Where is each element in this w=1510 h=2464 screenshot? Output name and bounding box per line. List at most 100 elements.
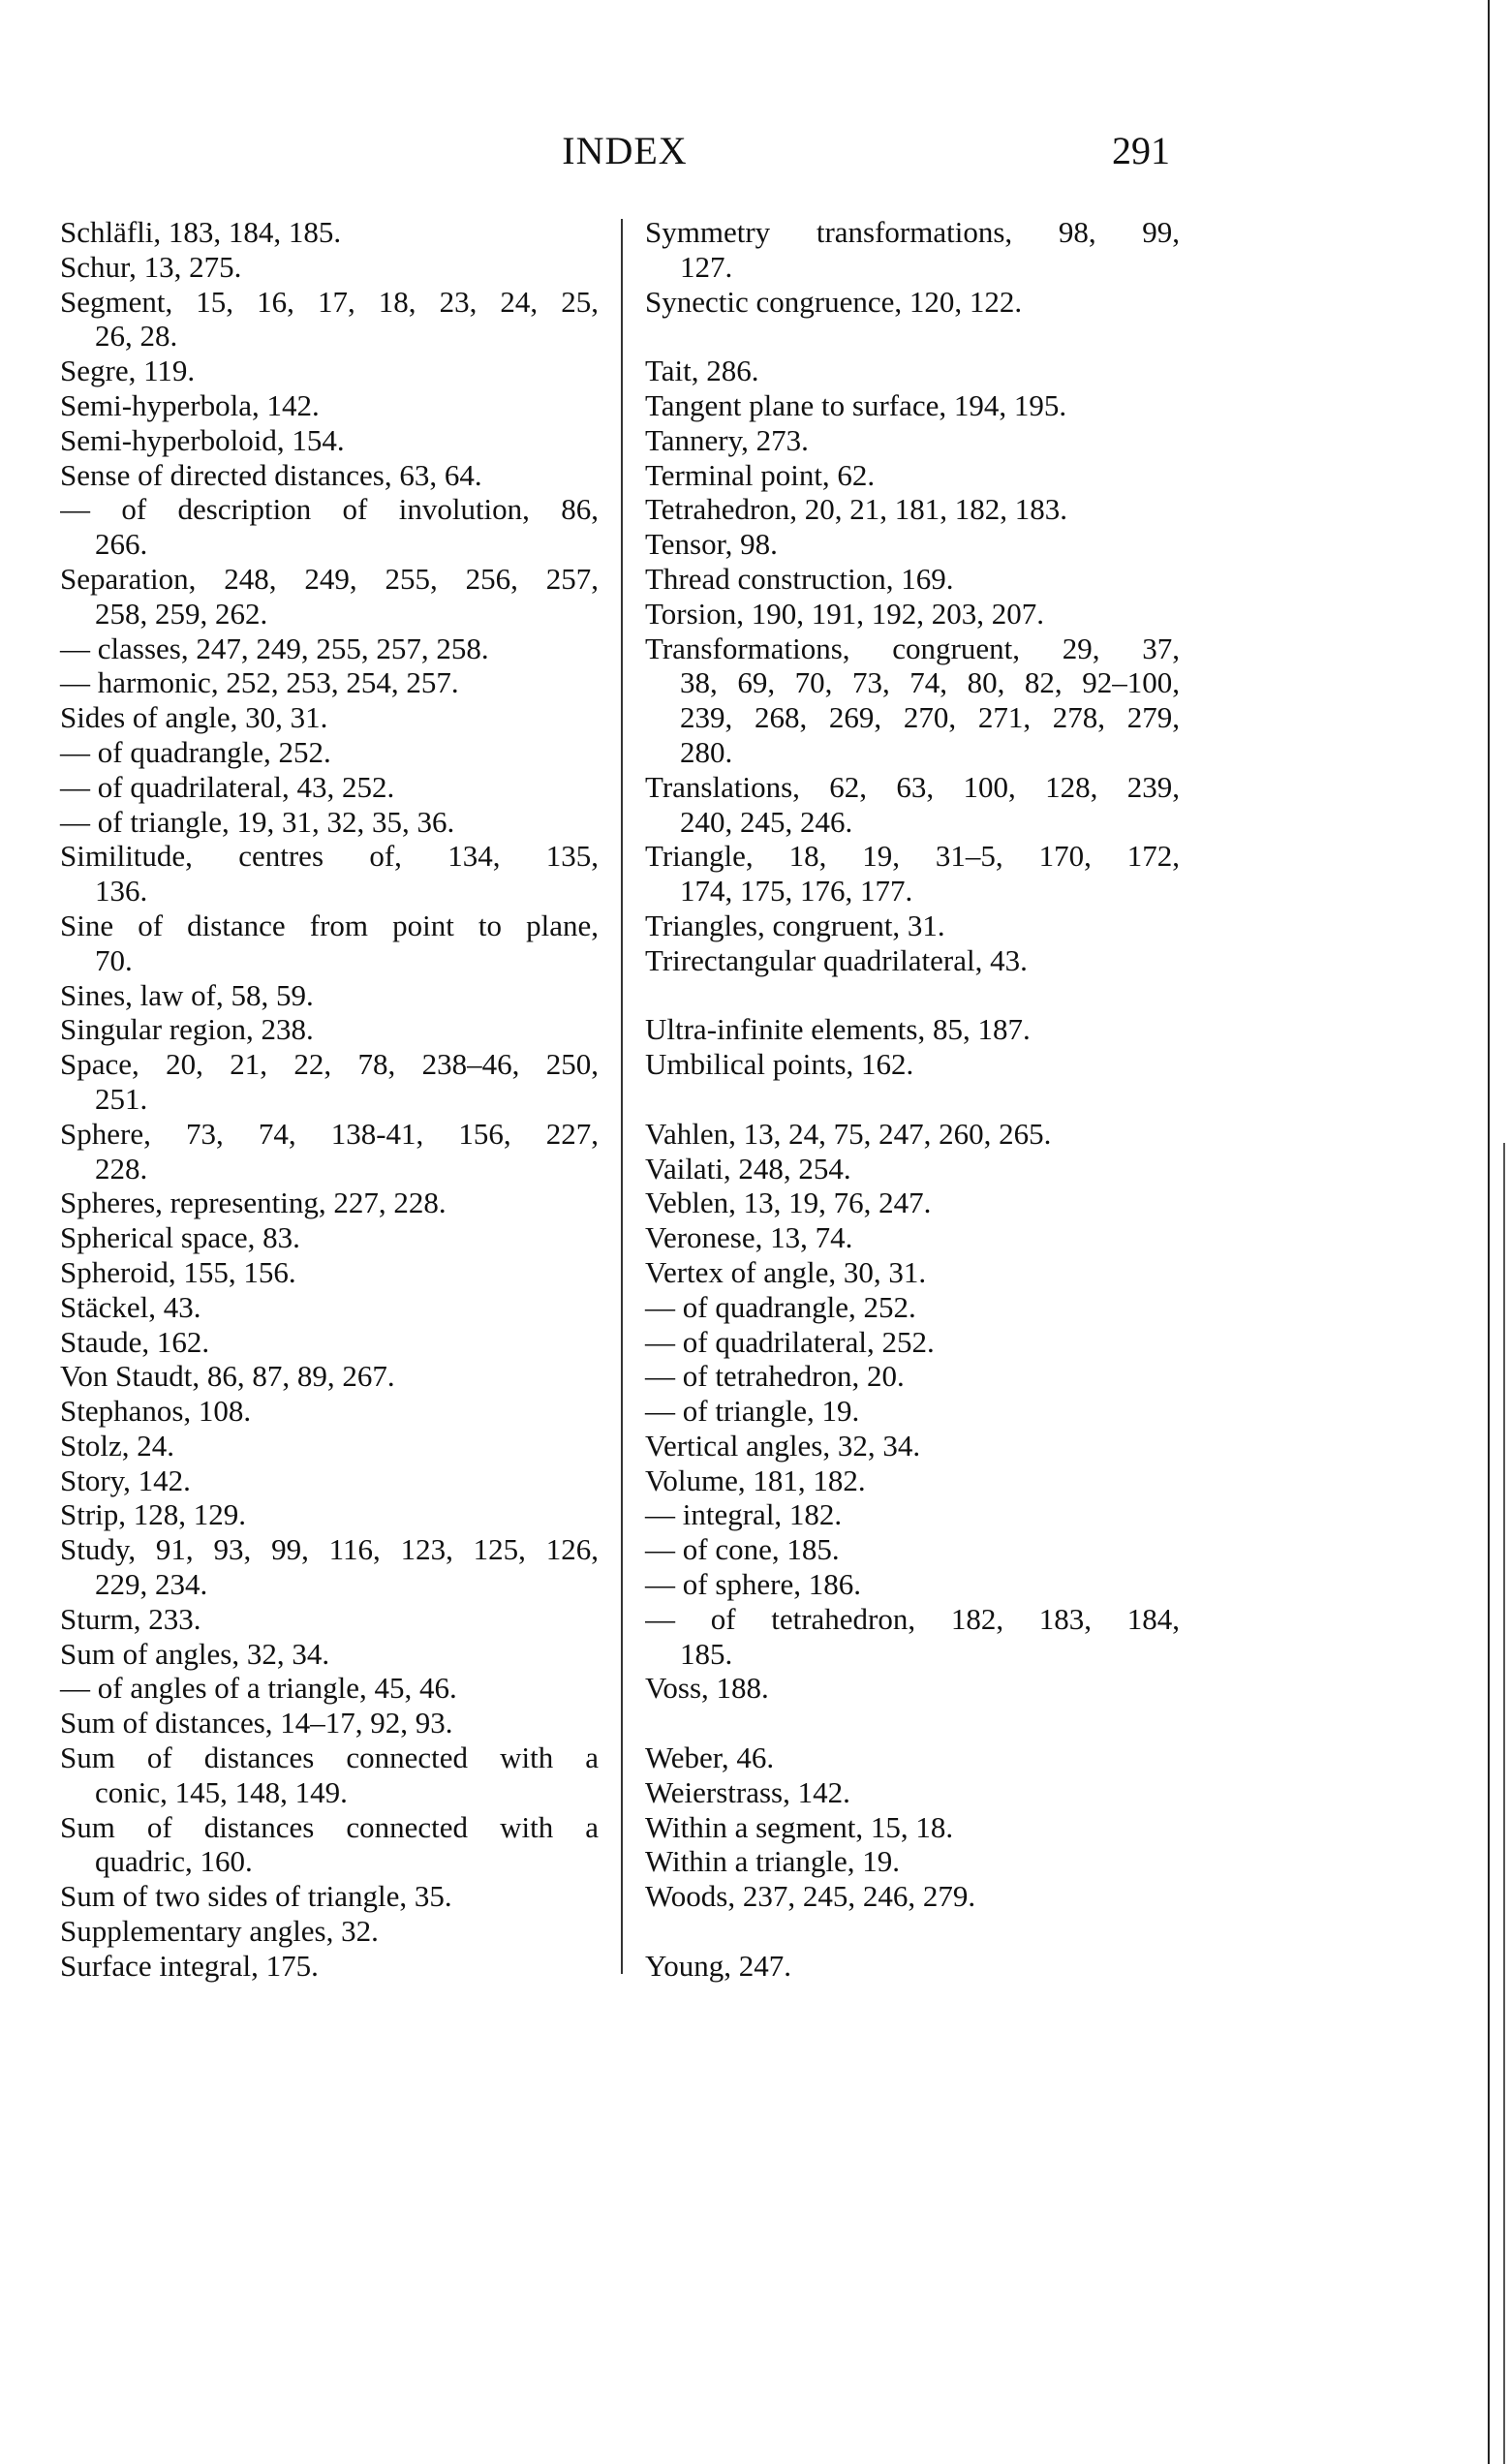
index-entry: Segment, 15, 16, 17, 18, 23, 24, 25, 26, … bbox=[60, 285, 599, 354]
index-entry-text: Sum of distances connected with a bbox=[60, 1809, 599, 1844]
index-entry: Triangles, congruent, 31. bbox=[645, 909, 1180, 943]
index-entry-text: Tannery, 273. bbox=[645, 422, 809, 457]
index-entry: Torsion, 190, 191, 192, 203, 207. bbox=[645, 597, 1180, 631]
index-entry-text: Von Staudt, 86, 87, 89, 267. bbox=[60, 1359, 395, 1394]
index-entry-text: Semi-hyperboloid, 154. bbox=[60, 422, 345, 457]
index-entry: — of tetrahedron, 182, 183, 184, 185. bbox=[645, 1602, 1180, 1672]
column-divider bbox=[621, 219, 623, 1974]
index-entry-continuation: quadric, 160. bbox=[95, 1844, 253, 1879]
index-entry-text: Veronese, 13, 74. bbox=[645, 1220, 853, 1255]
index-entry-text: Sum of distances, 14–17, 92, 93. bbox=[60, 1706, 453, 1740]
index-entry: Spheres, representing, 227, 228. bbox=[60, 1186, 599, 1220]
index-entry: — classes, 247, 249, 255, 257, 258. bbox=[60, 631, 599, 666]
index-entry: Weber, 46. bbox=[645, 1740, 1180, 1775]
index-entry-text: Sum of distances connected with a bbox=[60, 1740, 599, 1775]
section-gap bbox=[645, 1706, 1180, 1740]
index-entry: Vertex of angle, 30, 31. bbox=[645, 1255, 1180, 1290]
index-entry: Von Staudt, 86, 87, 89, 267. bbox=[60, 1359, 599, 1394]
index-entry: Within a triangle, 19. bbox=[645, 1844, 1180, 1879]
index-entry-text: Vertex of angle, 30, 31. bbox=[645, 1254, 927, 1289]
index-entry-text: Triangle, 18, 19, 31–5, 170, 172, bbox=[645, 839, 1180, 874]
index-entry: — harmonic, 252, 253, 254, 257. bbox=[60, 665, 599, 700]
index-entry: Stephanos, 108. bbox=[60, 1394, 599, 1429]
index-entry-text: Tensor, 98. bbox=[645, 527, 778, 562]
index-entry-text: Singular region, 238. bbox=[60, 1012, 314, 1047]
page-edge-line bbox=[1503, 1143, 1505, 2464]
index-entry-text: Synectic congruence, 120, 122. bbox=[645, 284, 1023, 319]
index-entry-text: Tetrahedron, 20, 21, 181, 182, 183. bbox=[645, 492, 1068, 527]
index-entry: Stäckel, 43. bbox=[60, 1290, 599, 1325]
index-entry-continuation: 258, 259, 262. bbox=[95, 596, 268, 631]
index-entry: Translations, 62, 63, 100, 128, 239, 240,… bbox=[645, 770, 1180, 840]
index-entry: Tangent plane to surface, 194, 195. bbox=[645, 388, 1180, 423]
index-entry-text: — of sphere, 186. bbox=[645, 1567, 861, 1602]
index-entry: — of quadrilateral, 43, 252. bbox=[60, 770, 599, 805]
index-entry-continuation: 251. bbox=[95, 1081, 148, 1116]
index-entry-text: Segment, 15, 16, 17, 18, 23, 24, 25, bbox=[60, 284, 599, 319]
index-entry: — of quadrangle, 252. bbox=[645, 1290, 1180, 1325]
index-entry: Spheroid, 155, 156. bbox=[60, 1255, 599, 1290]
index-entry-continuation: 240, 245, 246. bbox=[680, 804, 853, 839]
index-column-left: Schläfli, 183, 184, 185. Schur, 13, 275. S… bbox=[60, 215, 599, 1984]
index-entry: Sum of two sides of triangle, 35. bbox=[60, 1879, 599, 1914]
index-entry: Supplementary angles, 32. bbox=[60, 1914, 599, 1949]
index-entry: Thread construction, 169. bbox=[645, 562, 1180, 597]
index-entry-continuation: 174, 175, 176, 177. bbox=[680, 874, 913, 909]
index-entry-text: Voss, 188. bbox=[645, 1671, 769, 1706]
index-entry-text: Within a segment, 15, 18. bbox=[645, 1809, 954, 1844]
index-entry: Vailati, 248, 254. bbox=[645, 1152, 1180, 1186]
index-entry: Semi-hyperbola, 142. bbox=[60, 388, 599, 423]
index-entry-continuation: 136. bbox=[95, 874, 148, 909]
index-entry: Sines, law of, 58, 59. bbox=[60, 978, 599, 1013]
section-gap bbox=[645, 978, 1180, 1013]
index-entry-text: — harmonic, 252, 253, 254, 257. bbox=[60, 665, 459, 700]
index-entry: Tensor, 98. bbox=[645, 527, 1180, 562]
index-entry: — of quadrilateral, 252. bbox=[645, 1325, 1180, 1360]
index-entry: Umbilical points, 162. bbox=[645, 1047, 1180, 1082]
index-entry-text: Weierstrass, 142. bbox=[645, 1774, 850, 1809]
index-entry-text: Tait, 286. bbox=[645, 354, 759, 388]
index-entry-text: — of tetrahedron, 20. bbox=[645, 1359, 905, 1394]
index-entry: Surface integral, 175. bbox=[60, 1949, 599, 1984]
index-entry-text: Thread construction, 169. bbox=[645, 561, 954, 596]
index-column-right: Symmetry transformations, 98, 99, 127. Syn… bbox=[645, 215, 1180, 1984]
index-entry-continuation: 70. bbox=[95, 942, 133, 977]
index-entry-text: Sines, law of, 58, 59. bbox=[60, 977, 314, 1012]
index-entry-text: Sum of two sides of triangle, 35. bbox=[60, 1879, 452, 1914]
index-entry-text: Within a triangle, 19. bbox=[645, 1844, 901, 1879]
index-entry: Schur, 13, 275. bbox=[60, 250, 599, 285]
index-entry: Sides of angle, 30, 31. bbox=[60, 700, 599, 735]
index-entry-text: Study, 91, 93, 99, 116, 123, 125, 126, bbox=[60, 1532, 599, 1567]
index-entry-text: Separation, 248, 249, 255, 256, 257, bbox=[60, 561, 599, 596]
index-entry-text: — of angles of a triangle, 45, 46. bbox=[60, 1671, 457, 1706]
index-entry-text: — of triangle, 19, 31, 32, 35, 36. bbox=[60, 804, 455, 839]
index-entry: Similitude, centres of, 134, 135, 136. bbox=[60, 839, 599, 909]
index-entry-continuation: conic, 145, 148, 149. bbox=[95, 1774, 348, 1809]
index-entry: Symmetry transformations, 98, 99, 127. bbox=[645, 215, 1180, 285]
index-entry: Separation, 248, 249, 255, 256, 257, 258,… bbox=[60, 562, 599, 631]
index-entry: Triangle, 18, 19, 31–5, 170, 172, 174, 17… bbox=[645, 839, 1180, 909]
index-entry-text: Sturm, 233. bbox=[60, 1601, 201, 1636]
index-entry-continuation: 266. bbox=[95, 527, 148, 562]
index-entry-text: Veblen, 13, 19, 76, 247. bbox=[645, 1186, 932, 1220]
index-entry: Strip, 128, 129. bbox=[60, 1497, 599, 1532]
index-entry-text: Weber, 46. bbox=[645, 1740, 775, 1775]
index-entry: — of angles of a triangle, 45, 46. bbox=[60, 1671, 599, 1706]
index-entry: — of cone, 185. bbox=[645, 1532, 1180, 1567]
index-entry-text: — of description of involution, 86, bbox=[60, 492, 599, 527]
index-entry-text: Semi-hyperbola, 142. bbox=[60, 387, 320, 422]
index-entry: Sense of directed distances, 63, 64. bbox=[60, 458, 599, 493]
index-entry-text: Spheres, representing, 227, 228. bbox=[60, 1186, 447, 1220]
index-entry: — of triangle, 19, 31, 32, 35, 36. bbox=[60, 805, 599, 840]
index-entry-text: Translations, 62, 63, 100, 128, 239, bbox=[645, 769, 1180, 804]
index-entry-text: Vailati, 248, 254. bbox=[645, 1151, 851, 1186]
index-entry-text: — integral, 182. bbox=[645, 1497, 843, 1532]
index-entry-text: Surface integral, 175. bbox=[60, 1948, 319, 1983]
index-entry-text: Woods, 237, 245, 246, 279. bbox=[645, 1879, 976, 1914]
index-entry-text: Vertical angles, 32, 34. bbox=[645, 1428, 921, 1463]
index-entry-continuation: 38, 69, 70, 73, 74, 80, 82, 92–100, bbox=[680, 665, 1180, 700]
index-entry-text: Terminal point, 62. bbox=[645, 457, 876, 492]
index-entry: Within a segment, 15, 18. bbox=[645, 1810, 1180, 1845]
index-entry-text: Segre, 119. bbox=[60, 354, 196, 388]
index-entry-text: Vahlen, 13, 24, 75, 247, 260, 265. bbox=[645, 1116, 1052, 1151]
